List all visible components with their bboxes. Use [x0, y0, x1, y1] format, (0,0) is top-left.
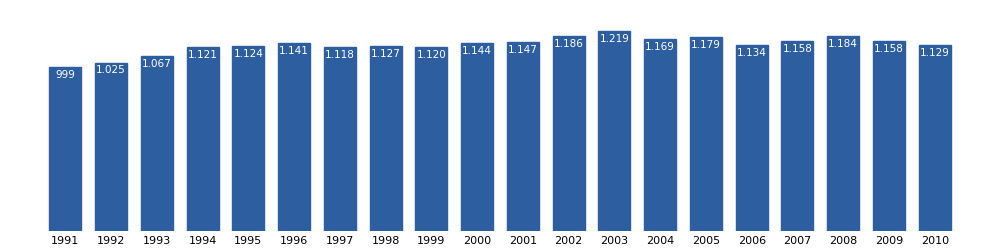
Text: 1.134: 1.134	[737, 48, 767, 58]
Bar	[324, 47, 356, 231]
Text: 999: 999	[55, 70, 75, 80]
Text: 1.025: 1.025	[96, 66, 126, 76]
Bar	[49, 67, 81, 231]
Bar	[370, 46, 402, 231]
Bar	[781, 41, 813, 231]
Text: 1.121: 1.121	[188, 50, 217, 60]
Text: 1.141: 1.141	[279, 46, 309, 56]
Text: 1.184: 1.184	[828, 39, 858, 49]
Bar	[919, 46, 951, 231]
Bar	[827, 36, 859, 231]
Text: 1.118: 1.118	[325, 50, 355, 60]
Bar	[553, 36, 585, 231]
Text: 1.129: 1.129	[920, 48, 950, 58]
Text: 1.169: 1.169	[645, 42, 675, 52]
Text: 1.124: 1.124	[233, 49, 263, 59]
Text: 1.144: 1.144	[462, 46, 492, 56]
Bar	[187, 47, 219, 231]
Bar	[507, 42, 539, 231]
Bar	[873, 41, 905, 231]
Bar	[232, 46, 264, 231]
Text: 1.120: 1.120	[416, 50, 446, 60]
Text: 1.186: 1.186	[554, 39, 584, 49]
Text: 1.179: 1.179	[691, 40, 721, 50]
Bar	[598, 31, 630, 231]
Text: 1.158: 1.158	[783, 44, 812, 54]
Bar	[736, 44, 768, 231]
Text: 1.127: 1.127	[371, 49, 401, 59]
Text: 1.147: 1.147	[508, 46, 538, 56]
Bar	[644, 39, 676, 231]
Bar	[415, 47, 447, 231]
Bar	[278, 44, 310, 231]
Text: 1.219: 1.219	[599, 34, 629, 43]
Text: 1.158: 1.158	[874, 44, 904, 54]
Text: 1.067: 1.067	[142, 58, 172, 68]
Bar	[461, 43, 493, 231]
Bar	[95, 62, 127, 231]
Bar	[141, 56, 173, 231]
Bar	[690, 37, 722, 231]
